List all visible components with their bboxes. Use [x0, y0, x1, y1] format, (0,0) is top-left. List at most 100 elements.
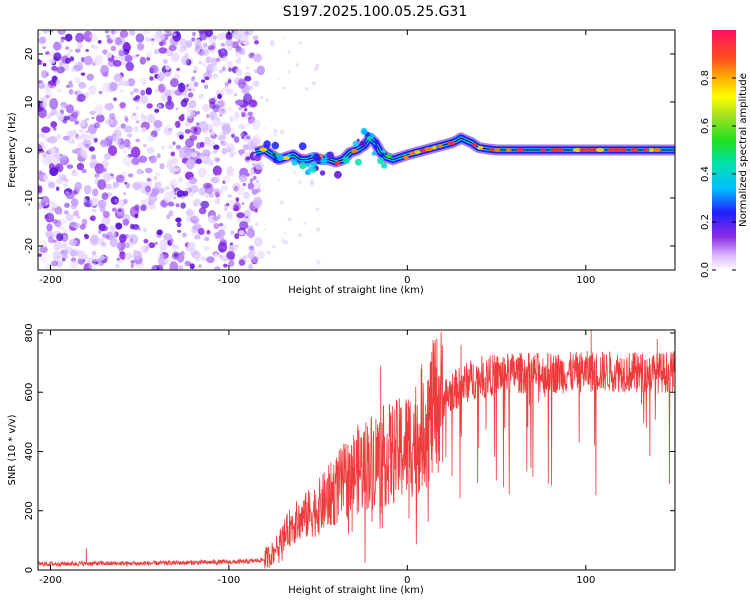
noise-speck	[154, 171, 161, 177]
noise-speck	[138, 155, 148, 163]
noise-speck	[182, 97, 190, 103]
noise-speck	[109, 118, 119, 127]
noise-speck	[135, 95, 141, 100]
noise-speck	[226, 251, 236, 260]
noise-speck	[171, 243, 177, 249]
noise-speck	[195, 122, 200, 126]
noise-speck	[68, 113, 78, 122]
trace-peak	[477, 145, 484, 150]
noise-speck	[206, 256, 215, 264]
noise-speck	[117, 82, 123, 86]
trace-peak	[619, 148, 627, 152]
noise-speck	[141, 81, 147, 86]
noise-speck	[245, 216, 249, 219]
noise-speck	[176, 144, 181, 150]
colorbar: 0.0 0.2 0.4 0.6 0.8 Normalized spectral ampl…	[700, 30, 749, 278]
trace-scatter	[311, 167, 317, 173]
noise-speck	[252, 119, 261, 131]
noise-speck	[140, 114, 148, 122]
noise-speck	[170, 151, 175, 157]
noise-speck	[283, 231, 286, 234]
noise-speck	[101, 225, 109, 232]
noise-speck	[234, 111, 240, 119]
trace-peak	[591, 148, 598, 152]
noise-speck	[164, 124, 174, 137]
noise-speck	[109, 81, 118, 92]
noise-speck	[293, 171, 297, 174]
noise-speck	[81, 218, 88, 226]
noise-speck	[129, 234, 139, 245]
noise-speck	[259, 95, 264, 100]
noise-speck	[78, 128, 84, 134]
noise-speck	[226, 211, 234, 220]
noise-speck	[255, 222, 259, 227]
trace-peak	[489, 147, 494, 152]
noise-speck	[214, 198, 221, 205]
noise-speck	[213, 115, 219, 121]
noise-speck	[132, 224, 140, 230]
noise-speck	[182, 190, 189, 197]
noise-speck	[175, 217, 182, 223]
noise-speck	[146, 103, 153, 109]
noise-speck	[76, 162, 85, 171]
noise-speck	[55, 260, 63, 268]
noise-speck	[252, 134, 262, 145]
noise-speck	[218, 69, 223, 74]
noise-speck	[212, 165, 222, 176]
noise-speck	[235, 67, 243, 77]
noise-speck	[65, 213, 74, 221]
noise-speck	[188, 192, 195, 198]
trace-scatter	[312, 153, 320, 161]
noise-speck	[158, 47, 168, 54]
colorbar-tick-label: 0.8	[700, 70, 711, 86]
noise-speck	[283, 240, 289, 245]
trace-peak	[447, 140, 456, 145]
noise-speck	[167, 95, 172, 102]
noise-speck	[88, 262, 98, 270]
noise-speck	[246, 136, 251, 140]
noise-speck	[101, 215, 111, 226]
noise-speck	[201, 256, 207, 262]
noise-speck	[154, 108, 160, 113]
colorbar-tick-label: 0.0	[700, 262, 711, 278]
trace-peak	[643, 148, 649, 152]
noise-speck	[119, 101, 126, 109]
noise-speck	[181, 55, 190, 66]
noise-speck	[98, 261, 104, 267]
noise-speck	[248, 116, 252, 120]
trace-peak	[351, 148, 358, 153]
noise-speck	[172, 141, 176, 146]
noise-speck	[273, 134, 277, 137]
noise-speck	[40, 257, 47, 263]
snr-x-tick-label: -200	[39, 575, 62, 586]
noise-speck	[222, 180, 226, 184]
noise-speck	[313, 66, 319, 72]
noise-speck	[223, 263, 228, 268]
noise-speck	[170, 238, 174, 243]
noise-speck	[54, 111, 63, 119]
noise-speck	[149, 76, 154, 81]
noise-speck	[115, 263, 120, 269]
noise-speck	[62, 118, 68, 124]
trace-peak	[556, 148, 564, 152]
noise-speck	[119, 89, 124, 93]
noise-speck	[206, 114, 210, 119]
noise-speck	[213, 253, 219, 258]
noise-speck	[227, 199, 236, 210]
noise-speck	[235, 99, 244, 106]
noise-speck	[58, 61, 64, 66]
noise-speck	[88, 85, 97, 96]
noise-speck	[65, 192, 75, 200]
noise-speck	[254, 40, 259, 45]
noise-speck	[135, 120, 140, 124]
noise-speck	[38, 143, 43, 154]
colorbar-ticks: 0.0 0.2 0.4 0.6 0.8	[700, 70, 736, 278]
noise-speck	[148, 193, 158, 204]
noise-speck	[154, 88, 158, 93]
noise-speck	[63, 228, 67, 233]
noise-speck	[153, 49, 160, 55]
trace-scatter	[377, 157, 385, 165]
noise-speck	[124, 115, 128, 120]
noise-speck	[174, 120, 181, 128]
noise-speck	[38, 153, 41, 157]
